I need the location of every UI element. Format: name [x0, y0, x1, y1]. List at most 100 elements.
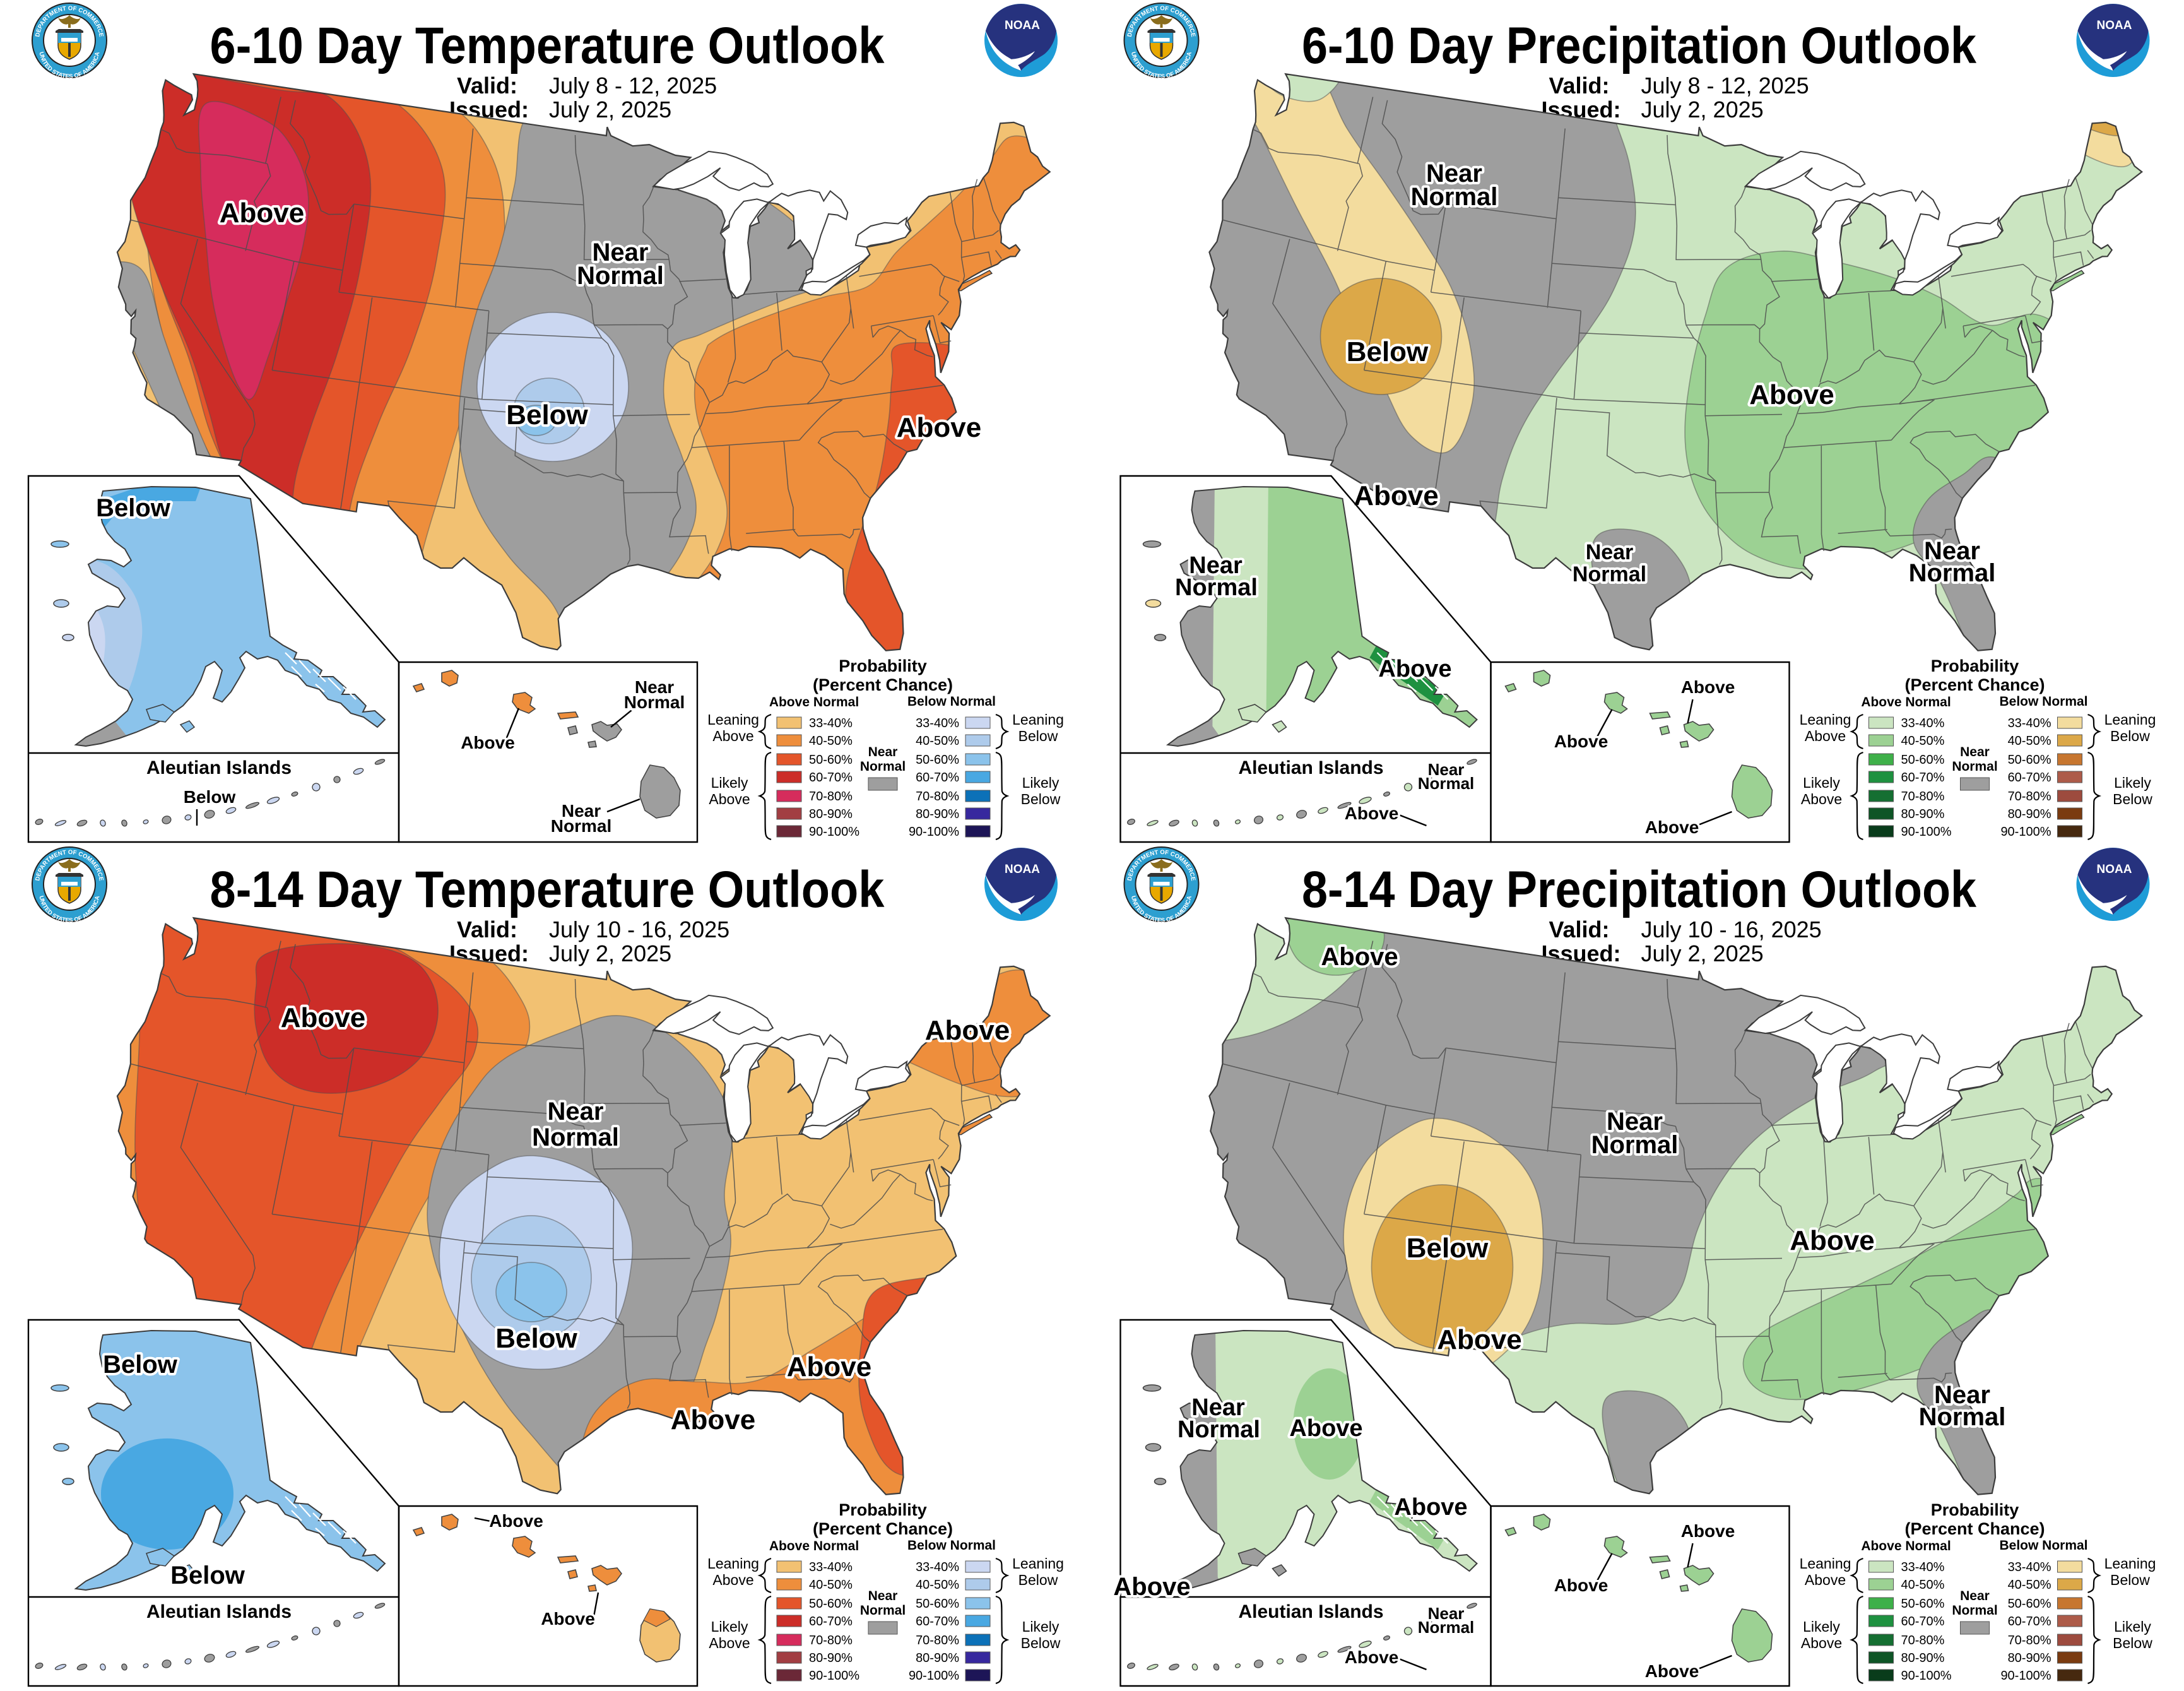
svg-text:40-50%: 40-50%: [2008, 734, 2051, 748]
svg-text:Valid:: Valid:: [1549, 73, 1610, 98]
svg-text:Valid:: Valid:: [457, 917, 517, 942]
svg-text:Above: Above: [1645, 817, 1699, 837]
svg-text:July 2, 2025: July 2, 2025: [1641, 97, 1764, 122]
svg-text:70-80%: 70-80%: [916, 1634, 959, 1647]
svg-text:Leaning: Leaning: [1800, 711, 1851, 728]
svg-text:60-70%: 60-70%: [1901, 771, 1945, 785]
svg-text:50-60%: 50-60%: [2008, 753, 2051, 767]
svg-text:Normal: Normal: [1418, 1618, 1475, 1637]
svg-text:33-40%: 33-40%: [916, 716, 959, 730]
svg-text:40-50%: 40-50%: [2008, 1578, 2051, 1592]
svg-text:Valid:: Valid:: [1549, 917, 1610, 942]
svg-text:80-90%: 80-90%: [1901, 807, 1945, 821]
svg-text:Below Normal: Below Normal: [907, 694, 996, 709]
svg-text:Above: Above: [712, 1572, 753, 1588]
svg-text:80-90%: 80-90%: [2008, 807, 2051, 821]
svg-text:July 2, 2025: July 2, 2025: [1641, 940, 1764, 966]
svg-text:Normal: Normal: [1411, 183, 1498, 211]
svg-text:80-90%: 80-90%: [916, 1651, 959, 1665]
svg-text:Likely: Likely: [1022, 1618, 1060, 1635]
svg-text:Above: Above: [1345, 1647, 1399, 1667]
svg-text:90-100%: 90-100%: [1901, 1669, 1952, 1683]
svg-text:80-90%: 80-90%: [809, 807, 853, 821]
svg-text:Below: Below: [2113, 791, 2152, 807]
svg-text:Above: Above: [1681, 1521, 1735, 1541]
svg-text:70-80%: 70-80%: [1901, 790, 1945, 804]
svg-text:Likely: Likely: [711, 1618, 748, 1635]
svg-text:40-50%: 40-50%: [1901, 734, 1945, 748]
svg-text:Normal: Normal: [860, 759, 906, 774]
svg-text:50-60%: 50-60%: [809, 1597, 853, 1611]
svg-text:Above: Above: [1805, 728, 1846, 744]
svg-text:70-80%: 70-80%: [916, 790, 959, 804]
svg-text:Near: Near: [1586, 540, 1634, 564]
svg-text:6-10 Day Temperature Outlook: 6-10 Day Temperature Outlook: [210, 17, 885, 74]
svg-text:Leaning: Leaning: [2104, 1555, 2156, 1572]
svg-text:Leaning: Leaning: [707, 1555, 759, 1572]
svg-text:8-14 Day Temperature Outlook: 8-14 Day Temperature Outlook: [210, 861, 885, 918]
svg-text:33-40%: 33-40%: [2008, 716, 2051, 730]
svg-text:July 2, 2025: July 2, 2025: [549, 97, 671, 122]
svg-text:60-70%: 60-70%: [2008, 1615, 2051, 1629]
svg-text:Below: Below: [1018, 1572, 1058, 1588]
svg-text:Above: Above: [220, 198, 304, 228]
svg-text:Above: Above: [712, 728, 753, 744]
svg-text:Valid:: Valid:: [457, 73, 517, 98]
svg-text:Above: Above: [489, 1511, 543, 1531]
svg-text:80-90%: 80-90%: [916, 807, 959, 821]
svg-text:Normal: Normal: [1591, 1131, 1679, 1159]
svg-text:Below: Below: [184, 787, 236, 807]
svg-text:Likely: Likely: [1022, 774, 1060, 791]
svg-text:40-50%: 40-50%: [916, 734, 959, 748]
svg-text:33-40%: 33-40%: [1901, 716, 1945, 730]
svg-text:90-100%: 90-100%: [1901, 825, 1952, 839]
svg-text:90-100%: 90-100%: [2000, 825, 2051, 839]
svg-text:Normal: Normal: [1573, 562, 1646, 586]
svg-text:50-60%: 50-60%: [809, 753, 853, 767]
svg-text:50-60%: 50-60%: [916, 1597, 959, 1611]
svg-text:Below Normal: Below Normal: [1999, 694, 2087, 709]
svg-text:Leaning: Leaning: [1800, 1555, 1851, 1572]
svg-text:July 2, 2025: July 2, 2025: [549, 940, 671, 966]
svg-text:80-90%: 80-90%: [1901, 1651, 1945, 1665]
svg-text:Above: Above: [1805, 1572, 1846, 1588]
svg-text:Leaning: Leaning: [2104, 711, 2156, 728]
svg-text:Above: Above: [1345, 804, 1399, 823]
svg-text:Above: Above: [709, 791, 750, 807]
svg-text:Normal: Normal: [624, 692, 685, 712]
svg-text:Near: Near: [548, 1098, 604, 1125]
svg-text:Above: Above: [1554, 732, 1608, 751]
svg-text:Above Normal: Above Normal: [1861, 695, 1951, 709]
svg-text:(Percent Chance): (Percent Chance): [813, 1519, 953, 1538]
svg-text:Below: Below: [96, 494, 171, 522]
svg-text:Above: Above: [1321, 943, 1398, 971]
svg-text:Above: Above: [1801, 791, 1842, 807]
svg-text:33-40%: 33-40%: [809, 716, 853, 730]
svg-text:Near: Near: [1960, 1589, 1990, 1603]
svg-text:Normal: Normal: [551, 816, 611, 836]
svg-text:60-70%: 60-70%: [2008, 771, 2051, 785]
svg-text:90-100%: 90-100%: [809, 825, 859, 839]
svg-text:Below: Below: [103, 1351, 178, 1379]
svg-text:70-80%: 70-80%: [809, 1634, 853, 1647]
svg-text:90-100%: 90-100%: [2000, 1669, 2051, 1683]
svg-text:40-50%: 40-50%: [809, 734, 853, 748]
svg-text:Leaning: Leaning: [1012, 711, 1064, 728]
svg-text:Aleutian Islands: Aleutian Islands: [146, 1601, 292, 1622]
svg-text:70-80%: 70-80%: [809, 790, 853, 804]
svg-text:NOAA: NOAA: [2097, 863, 2132, 876]
svg-text:Above: Above: [709, 1635, 750, 1651]
svg-text:Aleutian Islands: Aleutian Islands: [1238, 1601, 1383, 1622]
svg-text:Above: Above: [787, 1351, 871, 1382]
svg-text:Below Normal: Below Normal: [1999, 1538, 2087, 1553]
svg-text:6-10 Day Precipitation Outlook: 6-10 Day Precipitation Outlook: [1302, 17, 1976, 74]
svg-text:Normal: Normal: [1909, 559, 1996, 587]
svg-text:Below: Below: [2110, 728, 2150, 744]
svg-text:Normal: Normal: [577, 262, 664, 290]
svg-text:Below: Below: [1021, 791, 1061, 807]
svg-text:70-80%: 70-80%: [2008, 790, 2051, 804]
svg-text:Above: Above: [281, 1002, 365, 1033]
svg-text:Aleutian Islands: Aleutian Islands: [1238, 757, 1383, 778]
svg-text:50-60%: 50-60%: [916, 753, 959, 767]
svg-text:Normal: Normal: [860, 1603, 906, 1618]
